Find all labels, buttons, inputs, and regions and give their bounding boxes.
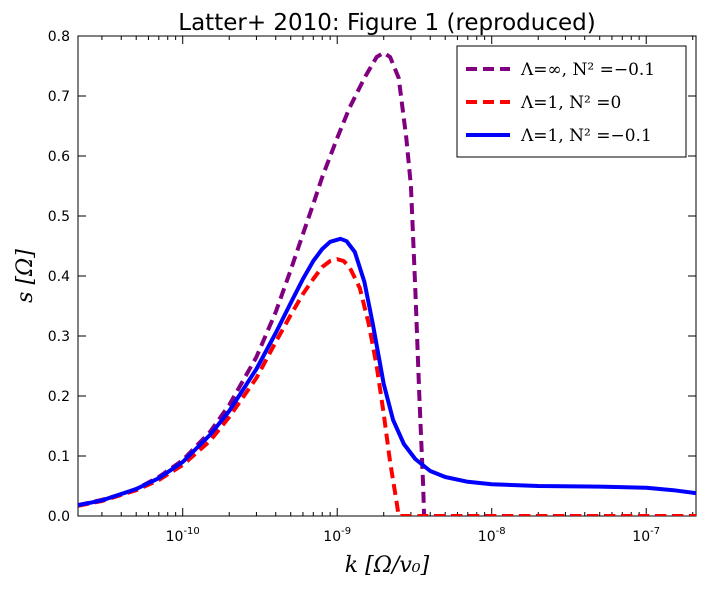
x-tick-label: 10-7 [632,526,660,545]
y-tick-label: 0.5 [48,209,70,225]
y-axis-label: s [Ω] [13,249,38,303]
series-layer [78,50,696,516]
x-tick-label: 10-8 [478,526,506,545]
y-tick-label: 0.7 [48,89,70,105]
y-tick-label: 0.4 [48,269,70,285]
legend-entry-0: Λ=∞, N² =−0.1 [520,60,655,80]
x-axis: 10-10 10-9 10-8 10-7 [101,36,694,545]
series-line-2 [78,236,696,508]
legend: Λ=∞, N² =−0.1 Λ=1, N² =0 Λ=1, N² =−0.1 [456,45,687,158]
series-line-1 [78,257,696,516]
chart-title: Latter+ 2010: Figure 1 (reproduced) [178,10,595,36]
y-tick-label: 0.6 [48,149,70,165]
y-tick-label: 0.8 [48,29,70,45]
x-tick-label: 10-10 [166,526,200,545]
y-tick-label: 0.0 [48,509,70,525]
legend-entry-2: Λ=1, N² =−0.1 [520,126,652,146]
y-tick-label: 0.1 [48,449,70,465]
legend-box [456,45,687,158]
y-tick-label: 0.3 [48,329,70,345]
x-axis-label: k [Ω/v₀] [345,553,430,578]
y-tick-label: 0.2 [48,389,70,405]
legend-entry-1: Λ=1, N² =0 [520,93,621,113]
x-tick-label: 10-9 [323,526,351,545]
y-axis: 0.0 0.1 0.2 0.3 0.4 0.5 0.6 0.7 0.8 [48,29,696,525]
